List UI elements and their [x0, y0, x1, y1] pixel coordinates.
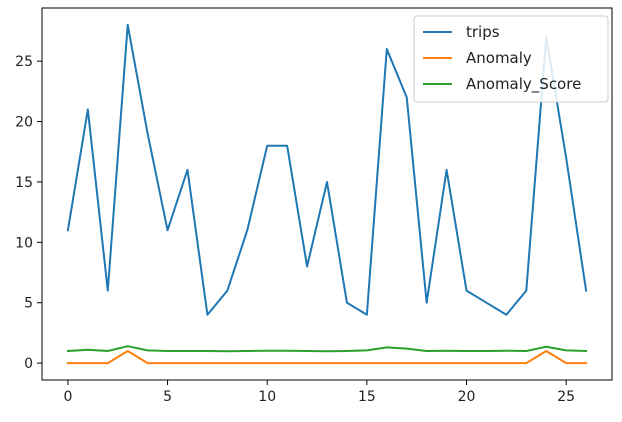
y-tick-label: 5: [24, 296, 33, 312]
x-tick-label: 25: [557, 389, 575, 405]
series-line-1: [66, 350, 588, 365]
legend-label-1: Anomaly: [466, 49, 532, 67]
y-tick-label: 10: [15, 235, 33, 251]
x-tick-label: 10: [258, 389, 276, 405]
series-layer: [66, 23, 588, 365]
series-line-0: [66, 23, 588, 316]
x-tick-label: 5: [163, 389, 172, 405]
x-tick-label: 15: [358, 389, 376, 405]
series-line-2: [66, 345, 588, 353]
legend-box: [413, 15, 609, 103]
y-tick-label: 0: [24, 356, 33, 372]
y-tick-label: 25: [15, 54, 33, 70]
y-tick-label: 20: [15, 115, 33, 131]
legend-label-0: trips: [466, 23, 500, 41]
y-tick-label: 15: [15, 175, 33, 191]
legend-label-2: Anomaly_Score: [466, 75, 581, 94]
x-tick-label: 0: [63, 389, 72, 405]
axes-layer: 0 5 10 15 20 25 0 5 10 15 20 25: [15, 54, 575, 405]
x-tick-label: 20: [458, 389, 476, 405]
legend: trips Anomaly Anomaly_Score: [413, 15, 609, 103]
